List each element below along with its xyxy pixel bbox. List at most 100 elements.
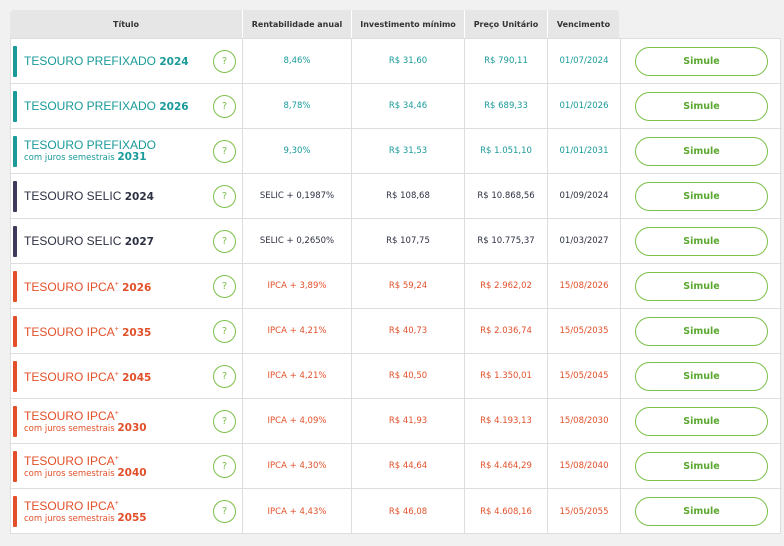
help-icon[interactable]: ?	[213, 140, 236, 163]
group-color-bar	[13, 316, 17, 347]
cell-preco: R$ 790,11	[465, 39, 548, 83]
table-row: TESOURO IPCA+ com juros semestrais 2055 …	[11, 489, 782, 534]
simule-button[interactable]: Simule	[635, 406, 768, 436]
cell-action: Simule	[621, 399, 782, 443]
bond-year: 2035	[122, 326, 152, 339]
cell-rentabilidade: IPCA + 4,09%	[243, 399, 352, 443]
group-color-bar	[13, 496, 17, 527]
bond-subtitle-line: com juros semestrais 2040	[24, 467, 147, 480]
help-icon[interactable]: ?	[213, 275, 236, 298]
table-header: Título Rentabilidade anual Investimento …	[10, 10, 619, 38]
help-icon[interactable]: ?	[213, 455, 236, 478]
bond-subtitle: com juros semestrais	[24, 468, 115, 479]
cell-investimento: R$ 40,73	[352, 309, 465, 353]
cell-preco: R$ 4.464,29	[465, 444, 548, 488]
cell-vencimento: 01/03/2027	[548, 219, 621, 263]
cell-preco: R$ 10.775,37	[465, 219, 548, 263]
cell-investimento: R$ 59,24	[352, 264, 465, 308]
bond-year: 2026	[122, 281, 152, 294]
cell-action: Simule	[621, 444, 782, 488]
table-row: TESOURO IPCA+ com juros semestrais 2040 …	[11, 444, 782, 489]
bond-subtitle: com juros semestrais	[24, 514, 115, 524]
cell-rentabilidade: 9,30%	[243, 129, 352, 173]
cell-action: Simule	[621, 84, 782, 128]
help-icon[interactable]: ?	[213, 410, 236, 433]
group-color-bar	[13, 46, 17, 77]
table-row: TESOURO IPCA+ 2035 ? IPCA + 4,21% R$ 40,…	[11, 309, 782, 354]
table-row: TESOURO PREFIXADO 2026 ? 8,78% R$ 34,46 …	[11, 84, 782, 129]
help-icon[interactable]: ?	[213, 185, 236, 208]
bond-name-line: TESOURO IPCA+	[24, 498, 147, 512]
cell-preco: R$ 4.608,16	[465, 489, 548, 534]
bond-name: TESOURO SELIC	[24, 188, 122, 203]
bond-subtitle-line: com juros semestrais 2055	[24, 512, 147, 525]
help-icon[interactable]: ?	[213, 500, 236, 523]
table-row: TESOURO IPCA+ 2045 ? IPCA + 4,21% R$ 40,…	[11, 354, 782, 399]
cell-vencimento: 01/01/2031	[548, 129, 621, 173]
simule-button[interactable]: Simule	[635, 361, 768, 391]
header-vencimento: Vencimento	[556, 19, 611, 29]
cell-vencimento: 01/01/2026	[548, 84, 621, 128]
cell-investimento: R$ 44,64	[352, 444, 465, 488]
simule-button[interactable]: Simule	[635, 136, 768, 166]
bond-name: TESOURO IPCA	[24, 279, 115, 294]
help-icon[interactable]: ?	[213, 95, 236, 118]
simule-button[interactable]: Simule	[635, 451, 768, 481]
bond-year: 2030	[117, 421, 147, 434]
cell-rentabilidade: 8,78%	[243, 84, 352, 128]
cell-investimento: R$ 41,93	[352, 399, 465, 443]
cell-title: TESOURO IPCA+ com juros semestrais 2030 …	[11, 399, 243, 443]
group-color-bar	[13, 271, 17, 302]
table-row: TESOURO IPCA+ 2026 ? IPCA + 3,89% R$ 59,…	[11, 264, 782, 309]
bond-name: TESOURO PREFIXADO	[24, 98, 157, 113]
cell-action: Simule	[621, 39, 782, 83]
cell-title: TESOURO IPCA+ 2026 ?	[11, 264, 243, 308]
bond-name-line: TESOURO IPCA+ 2045	[24, 369, 151, 384]
simule-button[interactable]: Simule	[635, 316, 768, 346]
cell-action: Simule	[621, 354, 782, 398]
simule-button[interactable]: Simule	[635, 91, 768, 121]
cell-rentabilidade: IPCA + 4,21%	[243, 354, 352, 398]
cell-vencimento: 01/09/2024	[548, 174, 621, 218]
cell-title: TESOURO PREFIXADO com juros semestrais 2…	[11, 129, 243, 173]
group-color-bar	[13, 226, 17, 257]
bond-subtitle: com juros semestrais	[24, 423, 115, 434]
help-icon[interactable]: ?	[213, 50, 236, 73]
table-row: TESOURO SELIC 2027 ? SELIC + 0,2650% R$ …	[11, 219, 782, 264]
cell-investimento: R$ 107,75	[352, 219, 465, 263]
table-row: TESOURO IPCA+ com juros semestrais 2030 …	[11, 399, 782, 444]
simule-button[interactable]: Simule	[635, 271, 768, 301]
cell-preco: R$ 2.962,02	[465, 264, 548, 308]
bond-subtitle: com juros semestrais	[24, 152, 115, 163]
simule-button[interactable]: Simule	[635, 497, 768, 526]
cell-investimento: R$ 108,68	[352, 174, 465, 218]
bond-year: 2055	[117, 512, 147, 524]
bond-subtitle-line: com juros semestrais 2031	[24, 151, 156, 164]
bond-year: 2026	[159, 100, 189, 113]
bond-year: 2024	[159, 55, 189, 68]
bond-name-line: TESOURO SELIC 2027	[24, 235, 154, 248]
bonds-table: TESOURO PREFIXADO 2024 ? 8,46% R$ 31,60 …	[10, 38, 782, 534]
cell-title: TESOURO SELIC 2024 ?	[11, 174, 243, 218]
cell-title: TESOURO IPCA+ 2035 ?	[11, 309, 243, 353]
cell-rentabilidade: 8,46%	[243, 39, 352, 83]
cell-rentabilidade: SELIC + 0,2650%	[243, 219, 352, 263]
help-icon[interactable]: ?	[213, 365, 236, 388]
cell-vencimento: 15/08/2030	[548, 399, 621, 443]
cell-title: TESOURO PREFIXADO 2026 ?	[11, 84, 243, 128]
cell-investimento: R$ 31,60	[352, 39, 465, 83]
group-color-bar	[13, 451, 17, 482]
group-color-bar	[13, 361, 17, 392]
simule-button[interactable]: Simule	[635, 181, 768, 211]
cell-vencimento: 15/05/2035	[548, 309, 621, 353]
help-icon[interactable]: ?	[213, 320, 236, 343]
cell-action: Simule	[621, 219, 782, 263]
help-icon[interactable]: ?	[213, 230, 236, 253]
simule-button[interactable]: Simule	[635, 226, 768, 256]
cell-rentabilidade: IPCA + 3,89%	[243, 264, 352, 308]
cell-action: Simule	[621, 264, 782, 308]
cell-investimento: R$ 40,50	[352, 354, 465, 398]
bond-name-line: TESOURO SELIC 2024	[24, 190, 154, 203]
cell-rentabilidade: IPCA + 4,43%	[243, 489, 352, 534]
simule-button[interactable]: Simule	[635, 46, 768, 76]
